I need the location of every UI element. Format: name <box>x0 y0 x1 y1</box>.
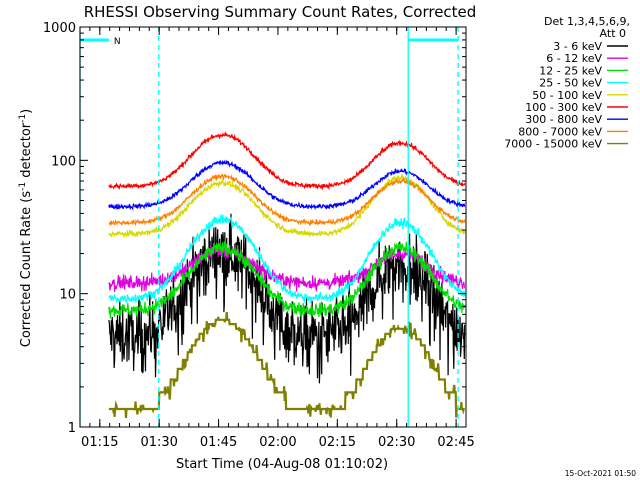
series-line <box>108 241 466 319</box>
y-axis-title-superscript: -1 <box>18 114 28 123</box>
legend-label: 50 - 100 keV <box>532 89 602 102</box>
plot-frame <box>79 26 467 428</box>
detectors-label: Det 1,3,4,5,6,9, <box>544 15 630 28</box>
y-axis-title-part: Corrected Count Rate (s <box>19 191 34 348</box>
y-axis-title: Corrected Count Rate (s-1 detector-1) <box>18 109 34 347</box>
y-axis-title-part: detector <box>19 122 34 182</box>
series-line <box>108 173 466 239</box>
y-axis-title-part: ) <box>19 109 34 114</box>
legend-label: 6 - 12 keV <box>546 52 602 65</box>
generation-timestamp: 15-Oct-2021 01:50 <box>565 469 636 478</box>
series-line <box>108 213 466 384</box>
y-axis-title-superscript: -1 <box>18 182 28 191</box>
series-line <box>108 159 466 211</box>
x-tick-label: 02:00 <box>259 435 296 450</box>
legend-label: 12 - 25 keV <box>539 64 602 77</box>
plot-area: N 1 10 100 1000 01:15 01:30 01:45 02:00 02:15 02:3… <box>43 21 628 450</box>
x-axis-title: Start Time (04-Aug-08 01:10:02) <box>176 457 388 472</box>
legend-label: 25 - 50 keV <box>539 77 602 90</box>
x-tick-label: 02:45 <box>437 435 474 450</box>
x-tick-label: 01:30 <box>140 435 177 450</box>
x-tick-label: 01:45 <box>200 435 237 450</box>
legend-label: 3 - 6 keV <box>553 40 602 53</box>
y-tick-label: 1000 <box>43 21 76 36</box>
series-line <box>108 173 466 227</box>
x-tick-label: 02:15 <box>319 435 356 450</box>
chart-title: RHESSI Observing Summary Count Rates, Co… <box>84 3 477 21</box>
y-tick-label: 100 <box>51 154 76 169</box>
x-tick-label: 01:15 <box>81 435 118 450</box>
series-group <box>108 131 466 418</box>
legend-label: 300 - 800 keV <box>525 113 602 126</box>
series-line <box>108 213 466 305</box>
series-line <box>108 311 465 418</box>
legend-label: 100 - 300 keV <box>525 101 602 114</box>
y-tick-label: 1 <box>68 421 76 436</box>
legend-label: 7000 - 15000 keV <box>504 138 602 151</box>
legend-label: 800 - 7000 keV <box>518 125 602 138</box>
x-tick-label: 02:30 <box>378 435 415 450</box>
night-marker-label: N <box>114 37 121 47</box>
attenuator-label: Att 0 <box>600 27 626 40</box>
series-line <box>108 131 466 191</box>
y-tick-label: 10 <box>59 288 76 303</box>
